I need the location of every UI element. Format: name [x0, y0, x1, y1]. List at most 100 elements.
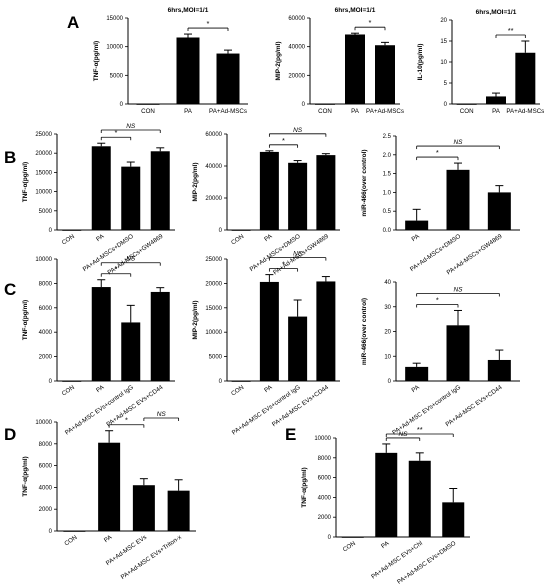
category-label: CON [318, 108, 332, 115]
y-tick-label: 0 [444, 102, 448, 108]
y-tick-label: 4000 [318, 495, 332, 501]
chart-d1: 0 2000 4000 6000 8000 10000 TNF-α(pg/ml) CON PA P… [22, 411, 196, 581]
category-label: PA+Ad-MSC EVs+Triton-x [120, 533, 184, 581]
significance-label: * [115, 128, 118, 137]
y-tick-label: 0 [328, 535, 332, 541]
bar [375, 45, 395, 104]
bar [405, 366, 429, 381]
significance-label: * [125, 416, 128, 425]
significance-label: * [436, 148, 439, 157]
bar [316, 155, 336, 230]
chart-title: 6hrs,MOI=1/1 [168, 7, 209, 14]
chart-title: 6hrs,MOI=1/1 [476, 9, 517, 16]
y-tick-label: 0 [49, 529, 53, 535]
category-label: PA+Ad-MSC EVs+CD44 [105, 384, 165, 429]
y-tick-label: 2.5 [383, 134, 392, 140]
significance-label: NS [293, 251, 303, 258]
y-tick-label: 40000 [205, 164, 222, 170]
bar [62, 230, 82, 231]
category-label: PA+Ad-MSCs [209, 108, 247, 115]
y-tick-label: 10000 [106, 45, 123, 51]
bar [442, 502, 465, 537]
chart-b3: 0.0 0.5 1.0 1.5 2.0 2.5 miR-466(over control) P… [361, 134, 520, 276]
y-axis-label: IL-10(pg/ml) [417, 44, 424, 81]
panel-letter-e: E [285, 425, 296, 444]
y-tick-label: 8000 [39, 281, 53, 287]
y-tick-label: 0 [219, 379, 223, 385]
chart-b1: 0 5000 10000 15000 20000 25000 TNF-α(pg/ml) CON… [22, 123, 175, 276]
y-tick-label: 5000 [39, 209, 53, 215]
bar [316, 281, 336, 381]
chart-e1: 0 2000 4000 6000 8000 10000 TNF-α(pg/ml) CON PA P… [301, 425, 470, 585]
category-label: PA+Ad-MSCs [366, 108, 404, 115]
bar [446, 325, 470, 381]
y-tick-label: 15 [440, 39, 447, 45]
significance-label: * [369, 18, 372, 27]
y-axis-label: TNF-α(pg/ml) [22, 162, 29, 202]
bar [446, 169, 470, 230]
bar [231, 230, 251, 231]
bar [98, 442, 121, 531]
y-tick-label: 8000 [39, 442, 53, 448]
y-tick-label: 0.5 [383, 209, 392, 215]
y-tick-label: 25000 [35, 132, 52, 138]
bar [259, 281, 279, 381]
y-tick-label: 10000 [35, 420, 52, 426]
y-tick-label: 0 [49, 379, 53, 385]
bar [405, 220, 429, 230]
y-tick-label: 60000 [205, 132, 222, 138]
bar [91, 146, 111, 230]
chart-a1: 0 5000 10000 15000 TNF-α(pg/ml) 6hrs,MOI=1/1 C… [93, 7, 248, 115]
y-tick-label: 60000 [288, 16, 305, 22]
y-tick-label: 20000 [288, 73, 305, 79]
y-axis-label: MIP-2(pg/ml) [192, 163, 199, 202]
significance-label: NS [126, 256, 136, 263]
bar [487, 359, 511, 381]
category-label: PA+Ad-MSC EVs+control IgG [391, 384, 462, 437]
category-label: PA [410, 383, 421, 394]
category-label: CON [230, 233, 245, 247]
y-axis-label: TNF-α(pg/ml) [22, 300, 29, 340]
y-tick-label: 20 [384, 330, 391, 336]
y-tick-label: 2000 [318, 515, 332, 521]
bar [408, 460, 431, 537]
panel-letter-c: C [4, 280, 16, 299]
bar [176, 37, 200, 104]
y-tick-label: 0 [219, 228, 223, 234]
y-tick-label: 2.0 [383, 153, 392, 159]
significance-label: * [282, 136, 285, 145]
bar [167, 490, 190, 531]
category-label: PA [351, 108, 360, 115]
y-tick-label: 6000 [39, 306, 53, 312]
chart-c3: 0 10 20 30 40 miR-466(over control) PAPA+Ad-MS… [361, 280, 520, 437]
significance-label: ** [417, 425, 423, 434]
significance-label: * [207, 19, 210, 28]
y-tick-label: 4000 [39, 485, 53, 491]
y-tick-label: 0 [302, 102, 306, 108]
category-label: CON [61, 384, 76, 398]
bar [231, 381, 251, 382]
bar [515, 52, 536, 104]
category-label: CON [63, 534, 78, 548]
y-tick-label: 4000 [39, 330, 53, 336]
bar [375, 452, 398, 537]
category-label: PA [263, 232, 274, 243]
y-tick-label: 40000 [288, 45, 305, 51]
significance-label: * [115, 265, 118, 274]
bar [132, 485, 155, 531]
panel-letter-a: A [67, 13, 79, 32]
y-axis-label: MIP-2(pg/ml) [192, 301, 199, 340]
bar [486, 96, 506, 104]
y-tick-label: 5 [444, 81, 448, 87]
y-tick-label: 20 [440, 18, 447, 24]
y-tick-label: 0 [388, 379, 392, 385]
bar [487, 192, 511, 230]
significance-label: NS [126, 123, 136, 130]
y-axis-label: MIP-2(pg/ml) [275, 42, 282, 81]
y-tick-label: 2000 [39, 355, 53, 361]
category-label: CON [460, 108, 474, 115]
category-label: PA [410, 232, 421, 243]
y-tick-label: 15000 [106, 16, 123, 22]
